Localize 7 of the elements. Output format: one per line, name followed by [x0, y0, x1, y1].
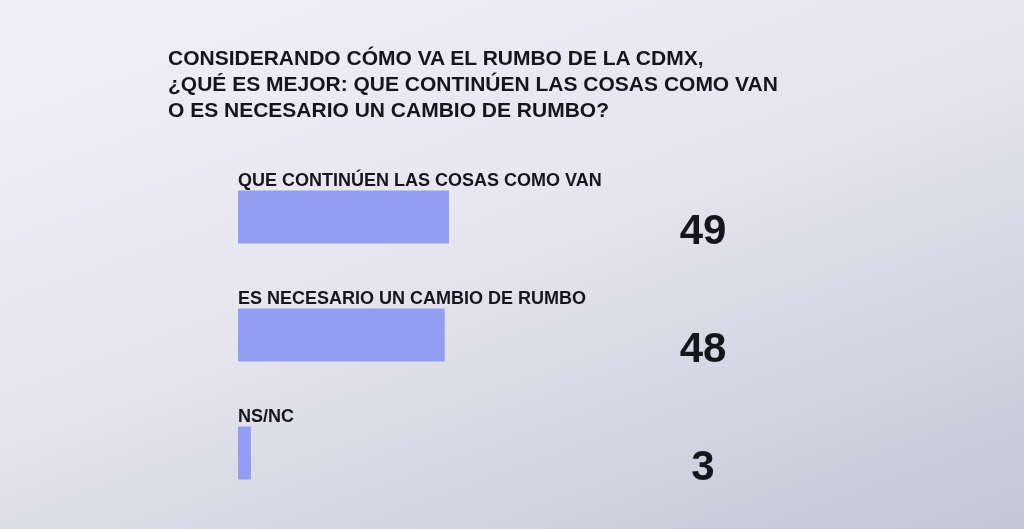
- y-tick-label: QUE CONTINÚEN LAS COSAS COMO VAN: [238, 168, 602, 190]
- data-label: 48: [679, 323, 727, 371]
- data-label: 49: [679, 205, 727, 253]
- data-label: 3: [691, 441, 715, 489]
- chart-title: CONSIDERANDO CÓMO VA EL RUMBO DE LA CDMX, ¿QUÉ ES MEJOR: QUE CONTINÚEN LAS COSAS COMO VAN O ES NECESARIO UN CAMBIO DE RUMBO?: [168, 45, 778, 123]
- y-tick-label: NS/NC: [238, 405, 295, 426]
- y-tick-label: ES NECESARIO UN CAMBIO DE RUMBO: [238, 287, 587, 308]
